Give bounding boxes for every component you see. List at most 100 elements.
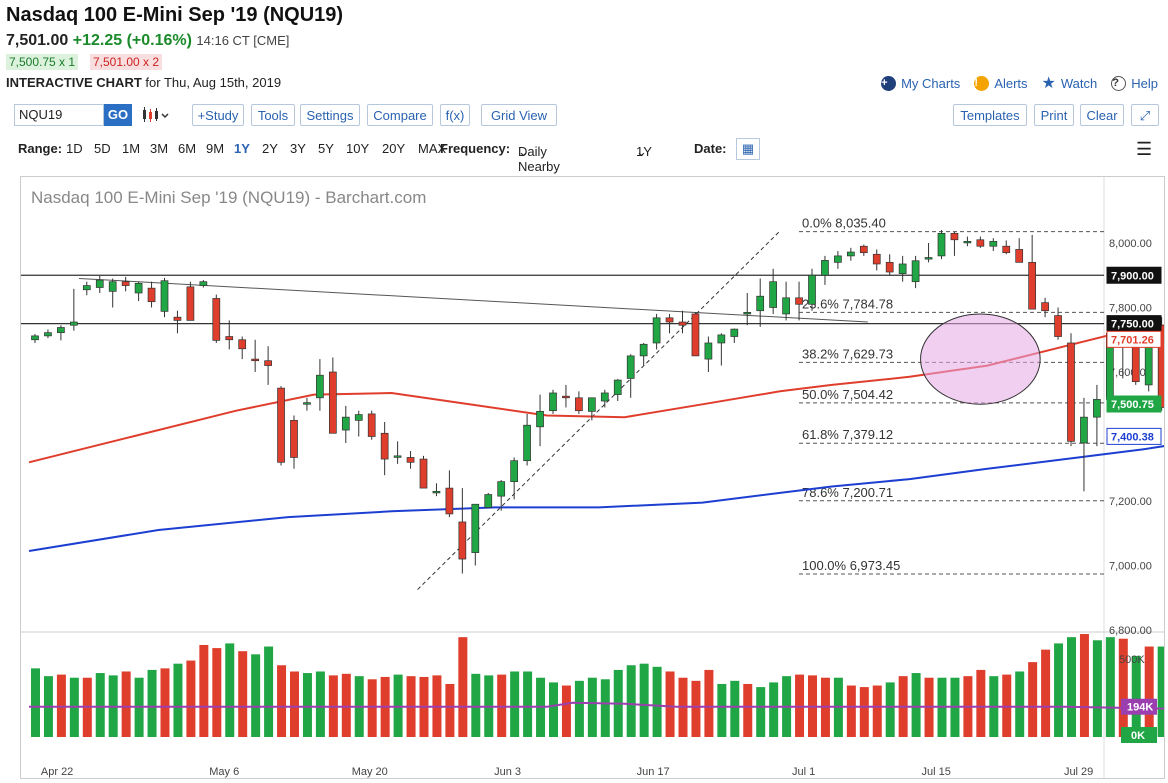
range-option-2y[interactable]: 2Y	[262, 141, 278, 156]
volume-bar	[743, 683, 753, 737]
range-option-1y[interactable]: 1Y	[234, 141, 250, 156]
fib-level-label: 61.8% 7,379.12	[802, 427, 893, 442]
candle-body	[458, 521, 467, 560]
candle-body	[393, 455, 402, 458]
top-links: + My Charts ! Alerts ★ Watch ? Help	[881, 73, 1158, 93]
candle-body	[380, 432, 389, 460]
candle-body	[419, 458, 428, 489]
candle-body	[626, 355, 635, 379]
x-tick-label: May 20	[352, 766, 388, 778]
candle-type-icon[interactable]	[140, 106, 174, 124]
candle-body	[937, 232, 946, 257]
calendar-icon[interactable]: ▦	[736, 138, 760, 160]
volume-bar	[574, 680, 584, 737]
range-option-9m[interactable]: 9M	[206, 141, 225, 156]
settings-button[interactable]: Settings	[300, 104, 360, 126]
candle-body	[587, 397, 596, 412]
range-option-1d[interactable]: 1D	[66, 141, 83, 156]
volume-bar	[561, 685, 571, 737]
volume-bar	[1015, 671, 1025, 737]
price-chart[interactable]: Nasdaq 100 E-Mini Sep '19 (NQU19) - Barc…	[21, 177, 1168, 778]
my-charts-link[interactable]: + My Charts	[881, 73, 960, 93]
y-tick-label: 7,200.00	[1109, 496, 1152, 508]
candle-body	[290, 420, 298, 458]
alerts-label: Alerts	[994, 75, 1028, 91]
print-button[interactable]: Print	[1034, 104, 1074, 126]
candle-body	[795, 297, 803, 305]
range-option-20y[interactable]: 20Y	[382, 141, 406, 156]
range-option-10y[interactable]: 10Y	[346, 141, 370, 156]
star-icon: ★	[1041, 75, 1056, 92]
templates-button[interactable]: Templates	[953, 104, 1027, 126]
range-option-max[interactable]: MAX	[418, 141, 447, 156]
volume-bar	[1105, 637, 1115, 737]
menu-icon[interactable]: ☰	[1136, 139, 1153, 159]
volume-bar	[859, 687, 869, 737]
candle-body	[1015, 249, 1024, 263]
candle-body	[756, 295, 765, 312]
tools-button[interactable]: Tools	[251, 104, 295, 126]
price-tag-label: 7,500.75	[1111, 399, 1154, 411]
volume-bar	[587, 677, 597, 737]
range-option-3y[interactable]: 3Y	[290, 141, 306, 156]
volume-bar	[1041, 649, 1051, 737]
candle-body	[277, 387, 285, 463]
candle-body	[963, 241, 972, 244]
volume-bar	[665, 671, 675, 737]
range-option-3m[interactable]: 3M	[150, 141, 169, 156]
chevron-down-icon: ⌄	[636, 144, 647, 159]
candle-body	[665, 317, 674, 323]
price-tag-label: 7,400.38	[1111, 431, 1154, 443]
expand-icon[interactable]: ⤢	[1131, 104, 1159, 126]
page-title: Nasdaq 100 E-Mini Sep '19 (NQU19)	[6, 4, 344, 26]
volume-bar	[1131, 655, 1141, 737]
ma-red-line	[28, 324, 1168, 464]
range-option-6m[interactable]: 6M	[178, 141, 197, 156]
candle-body	[924, 257, 933, 260]
volume-ma-line	[29, 701, 1168, 710]
volume-bar	[147, 669, 157, 737]
volume-bar	[510, 671, 520, 737]
candle-body	[341, 416, 350, 431]
x-tick-label: Jul 1	[792, 766, 815, 778]
volume-bar	[445, 683, 455, 737]
range-option-5d[interactable]: 5D	[94, 141, 111, 156]
symbol-input[interactable]: NQU19	[14, 104, 104, 126]
x-tick-label: Jul 29	[1064, 766, 1093, 778]
candle-body	[57, 327, 65, 334]
quote-time: 14:16 CT [CME]	[196, 33, 290, 48]
range-option-1m[interactable]: 1M	[122, 141, 141, 156]
candle-body	[600, 392, 609, 402]
study-button[interactable]: +Study	[192, 104, 244, 126]
volume-bar	[652, 666, 662, 737]
volume-bar	[549, 682, 558, 737]
volume-bar	[160, 668, 170, 737]
my-charts-label: My Charts	[901, 75, 961, 91]
go-button[interactable]: GO	[104, 104, 132, 126]
compare-button[interactable]: Compare	[367, 104, 433, 126]
watch-link[interactable]: ★ Watch	[1042, 73, 1098, 93]
chart-area: Nasdaq 100 E-Mini Sep '19 (NQU19) - Barc…	[20, 176, 1168, 779]
price-tag	[1106, 330, 1162, 348]
candle-body	[264, 360, 272, 366]
candle-body	[911, 260, 920, 283]
x-tick-label: Jun 3	[494, 766, 521, 778]
interactive-chart-label: INTERACTIVE CHART for Thu, Aug 15th, 201…	[6, 75, 281, 90]
candle-body	[212, 298, 221, 341]
candle-body	[225, 336, 234, 341]
volume-bar	[290, 671, 299, 737]
function-button[interactable]: f(x)	[440, 104, 470, 126]
alerts-link[interactable]: ! Alerts	[974, 73, 1028, 93]
price-tag-label: 7,900.00	[1111, 270, 1154, 282]
volume-bar	[225, 643, 235, 737]
candle-body	[1067, 342, 1075, 442]
candle-body	[251, 358, 259, 362]
candle-body	[1131, 345, 1140, 383]
volume-bar	[639, 663, 649, 737]
range-option-5y[interactable]: 5Y	[318, 141, 334, 156]
clear-button[interactable]: Clear	[1080, 104, 1124, 126]
highlight-ellipse	[920, 313, 1041, 405]
grid-view-button[interactable]: Grid View	[481, 104, 557, 126]
candle-body	[160, 280, 169, 312]
help-link[interactable]: ? Help	[1111, 73, 1158, 93]
